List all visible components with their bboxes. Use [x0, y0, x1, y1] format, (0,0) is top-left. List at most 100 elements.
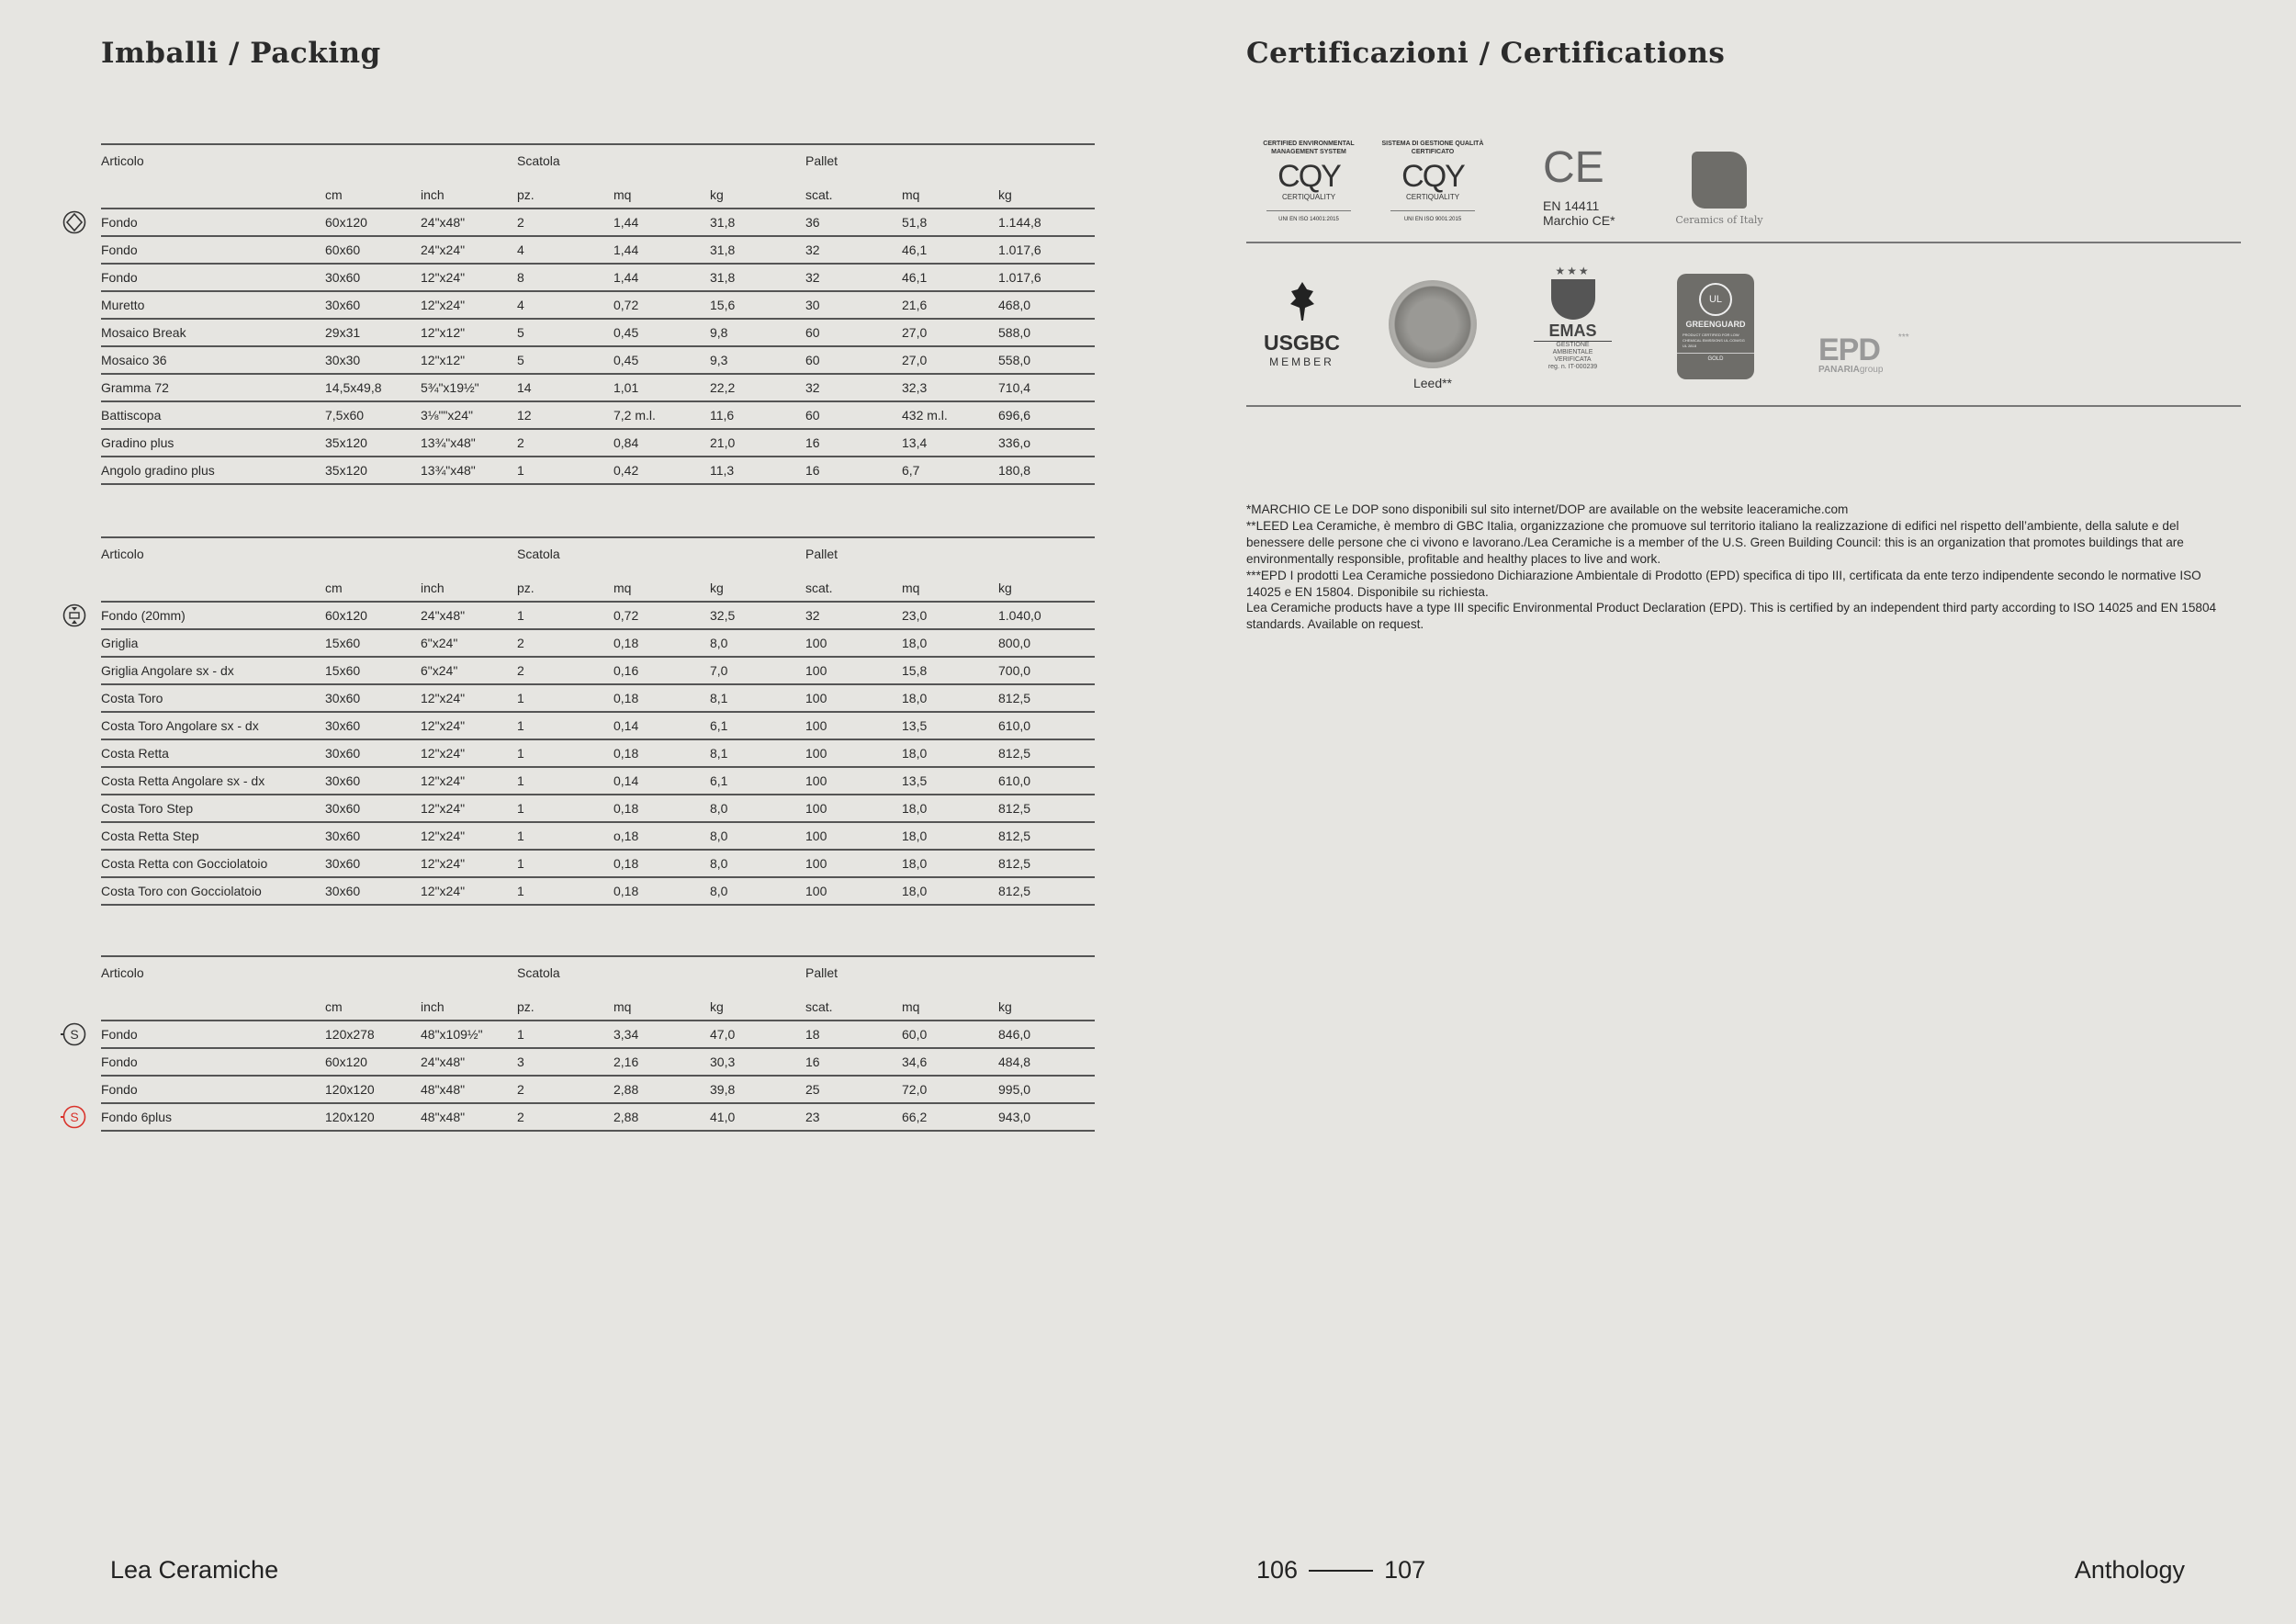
- column-header: kg: [710, 581, 724, 595]
- table-cell: 16: [805, 463, 820, 478]
- table-cell: 32: [805, 380, 820, 395]
- table-cell: Battiscopa: [101, 408, 162, 423]
- table-cell: 1: [517, 746, 524, 761]
- table-cell: 32: [805, 270, 820, 285]
- table-cell: 30x60: [325, 270, 361, 285]
- column-header: mq: [902, 581, 920, 595]
- table-cell: 30x60: [325, 718, 361, 733]
- logo-caption: CERTIFIED ENVIRONMENTAL MANAGEMENT SYSTE…: [1263, 141, 1355, 155]
- table-row: Fondo 60x120 24"x48" 3 2,16 30,3 16 34,6 484,8: [101, 1049, 1095, 1077]
- table-cell: 8,1: [710, 746, 728, 761]
- table-cell: 18,0: [902, 746, 928, 761]
- table-cell: Griglia: [101, 636, 139, 650]
- column-header: inch: [421, 999, 445, 1014]
- table-cell: 2,88: [613, 1082, 639, 1097]
- table-cell: 27,0: [902, 325, 928, 340]
- header-scatola: Scatola: [517, 153, 560, 168]
- table-cell: 0,14: [613, 773, 639, 788]
- packing-table: Articolo Scatola Pallet cm inch pz. mq kg scat. m…: [62, 143, 1095, 485]
- emas-wave-icon: [1550, 279, 1595, 320]
- table-cell: 30x30: [325, 353, 361, 367]
- table-cell: 100: [805, 801, 827, 816]
- note-ce: *MARCHIO CE Le DOP sono disponibili sul …: [1246, 502, 1849, 516]
- table-cell: 9,3: [710, 353, 728, 367]
- table-row: Griglia 15x60 6"x24" 2 0,18 8,0 100 18,0 800,0: [101, 630, 1095, 658]
- table-cell: 36: [805, 215, 820, 230]
- table-cell: 1: [517, 1027, 524, 1042]
- table-cell: 558,0: [998, 353, 1031, 367]
- logo-name: GREENGUARD: [1685, 320, 1746, 329]
- column-header: cm: [325, 581, 343, 595]
- table-cell: 21,0: [710, 435, 736, 450]
- table-row: Mosaico Break 29x31 12"x12" 5 0,45 9,8 60 27,0 5…: [101, 320, 1095, 347]
- table-cell: 100: [805, 829, 827, 843]
- footer-collection: Anthology: [2074, 1556, 2185, 1584]
- epd-panaria-logo: EPD *** PANARIAgroup: [1818, 333, 1909, 375]
- header-scatola: Scatola: [517, 965, 560, 980]
- table-cell: 27,0: [902, 353, 928, 367]
- table-cell: 48"x109½": [421, 1027, 483, 1042]
- table-cell: Muretto: [101, 298, 145, 312]
- table-cell: 34,6: [902, 1054, 928, 1069]
- table-row: Mosaico 36 30x30 12"x12" 5 0,45 9,3 60 27,0 558,…: [101, 347, 1095, 375]
- table-cell: 12"x24": [421, 829, 466, 843]
- table-row: Griglia Angolare sx - dx 15x60 6"x24" 2 0,16…: [101, 658, 1095, 685]
- column-header: kg: [710, 999, 724, 1014]
- greenguard-logo: UL GREENGUARD PRODUCT CERTIFIED FOR LOW …: [1677, 274, 1754, 379]
- table-cell: Angolo gradino plus: [101, 463, 215, 478]
- divider: [1246, 242, 2241, 243]
- table-row: S Fondo 120x278 48"x109½" 1 3,34 47,0 18 60,0 846…: [61, 1021, 1095, 1049]
- logo-caption: GOLD: [1677, 353, 1754, 362]
- table-cell: 46,1: [902, 270, 928, 285]
- logo-caption: PANARIA: [1818, 365, 1860, 375]
- table-row: Costa Retta Step 30x60 12"x24" 1 o,18 8,0 100 1…: [101, 823, 1095, 851]
- table-cell: 1: [517, 773, 524, 788]
- table-cell: 588,0: [998, 325, 1031, 340]
- table-cell: 13¾"x48": [421, 463, 476, 478]
- table-column-header: cm inch pz. mq kg scat. mq kg: [101, 990, 1095, 1021]
- column-header: kg: [998, 581, 1012, 595]
- table-cell: 29x31: [325, 325, 361, 340]
- note-epd-it: ***EPD I prodotti Lea Ceramiche possiedo…: [1246, 568, 2201, 599]
- column-header: cm: [325, 999, 343, 1014]
- table-cell: 8,0: [710, 884, 728, 898]
- table-cell: 1: [517, 718, 524, 733]
- table-cell: 14,5x49,8: [325, 380, 382, 395]
- table-cell: 12"x24": [421, 298, 466, 312]
- table-cell: o,18: [613, 829, 639, 843]
- table-cell: Fondo: [101, 215, 138, 230]
- table-cell: 12"x24": [421, 884, 466, 898]
- svg-text:S: S: [70, 1110, 78, 1124]
- header-scatola: Scatola: [517, 547, 560, 561]
- table-cell: 0,18: [613, 801, 639, 816]
- table-cell: 120x120: [325, 1082, 375, 1097]
- table-cell: 1,01: [613, 380, 639, 395]
- table-cell: 120x120: [325, 1110, 375, 1124]
- column-header: mq: [902, 187, 920, 202]
- logo-caption: reg. n. IT-000239: [1548, 364, 1598, 370]
- header-articolo: Articolo: [101, 547, 144, 561]
- table-cell: 0,18: [613, 746, 639, 761]
- usgbc-logo: USGBC MEMBER: [1258, 280, 1345, 368]
- table-cell: 610,0: [998, 718, 1031, 733]
- table-cell: 812,5: [998, 829, 1031, 843]
- table-cell: 2: [517, 215, 524, 230]
- table-cell: 6"x24": [421, 663, 458, 678]
- table-cell: 8,0: [710, 856, 728, 871]
- table-cell: 66,2: [902, 1110, 928, 1124]
- column-header: mq: [613, 187, 632, 202]
- table-cell: 4: [517, 298, 524, 312]
- column-header: pz.: [517, 581, 535, 595]
- column-header: pz.: [517, 187, 535, 202]
- table-cell: 9,8: [710, 325, 728, 340]
- table-cell: 0,72: [613, 298, 639, 312]
- eu-stars-icon: ★★★: [1555, 265, 1591, 277]
- table-cell: 30x60: [325, 829, 361, 843]
- column-header: kg: [998, 187, 1012, 202]
- column-header: pz.: [517, 999, 535, 1014]
- table-cell: 12"x24": [421, 691, 466, 705]
- column-header: inch: [421, 187, 445, 202]
- table-cell: 1,44: [613, 270, 639, 285]
- table-cell: 31,8: [710, 215, 736, 230]
- ce-icon: CE: [1543, 143, 1604, 192]
